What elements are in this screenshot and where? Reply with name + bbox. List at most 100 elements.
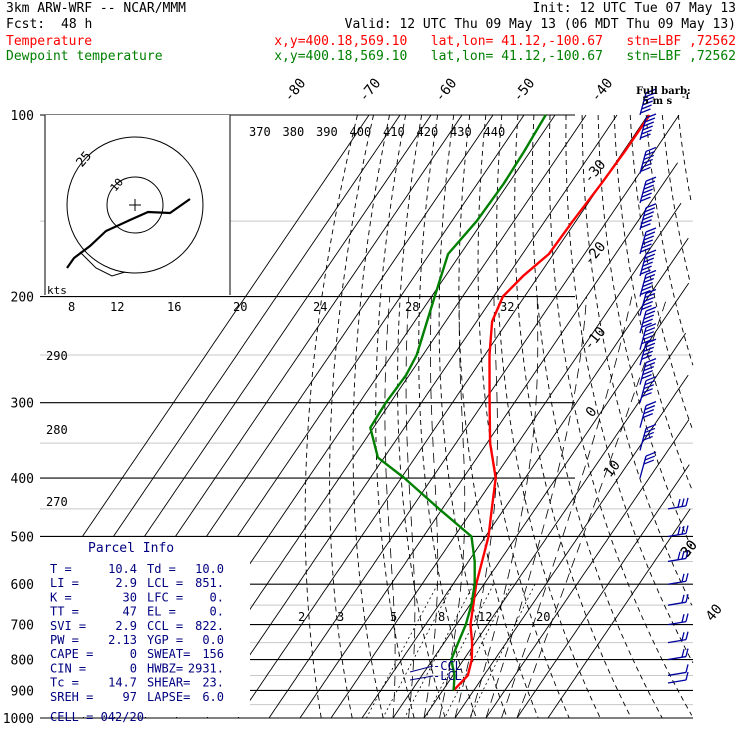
hodograph-ring-inner: [106, 176, 164, 234]
wind-barb: [639, 146, 657, 174]
wind-barb-flag: [643, 431, 655, 438]
wind-barb-flag: [641, 265, 652, 271]
parcel-row-value: 10.0: [195, 562, 224, 576]
wind-barb-flag: [685, 550, 689, 559]
wind-barb-flag: [642, 388, 653, 394]
wind-barb-staff: [667, 505, 687, 510]
wind-barb-flag: [641, 104, 652, 110]
wind-barb: [639, 451, 657, 479]
dry-adiabat: [581, 114, 693, 606]
isotherm-line: [361, 237, 689, 719]
lcl-pointer: [409, 675, 434, 681]
wind-barb-flag: [644, 150, 656, 157]
wind-barb: [639, 113, 657, 141]
wind-barb-flag: [641, 322, 652, 328]
isotherm-line: [516, 464, 690, 719]
pressure-label-500: 500: [11, 530, 34, 545]
temperature-location: x,y=400.18,569.10 lat,lon= 41.12,-100.67…: [274, 34, 736, 49]
wind-barb-flag: [644, 362, 656, 368]
wind-barb: [667, 497, 689, 510]
wind-barb-flag: [645, 376, 657, 382]
mixing-ratio-label: 12: [110, 300, 124, 314]
pressure-label-600: 600: [11, 578, 34, 593]
dewpoint-trace: [369, 114, 547, 691]
dry-adiabat: [531, 114, 663, 719]
wind-barb-flag: [640, 196, 651, 202]
dry-adiabat: [597, 114, 692, 547]
wind-barb: [639, 323, 657, 350]
parcel-row-label: LFC =: [147, 590, 183, 604]
theta-label: 390: [316, 125, 338, 139]
dry-adiabat: [613, 114, 693, 491]
wind-barb-flag: [644, 292, 656, 299]
theta-label: 370: [249, 125, 271, 139]
wind-barb-flag: [644, 253, 656, 259]
parcel-row-value: 0.0: [202, 633, 224, 647]
theta-side-label: 270: [46, 495, 68, 509]
dry-adiabat: [629, 114, 693, 428]
wind-barb-flag: [643, 96, 655, 102]
parcel-row-value: 30: [123, 590, 137, 604]
wind-barb-flag: [643, 459, 655, 465]
mixing-ratio-label: 32: [500, 300, 514, 314]
wind-barb: [667, 631, 689, 644]
parcel-row-label: LAPSE=: [147, 690, 190, 704]
mixing-ratio-line: [382, 584, 454, 719]
wind-barb-flag: [645, 423, 657, 430]
parcel-row-value: 14.7: [108, 676, 137, 690]
wind-barb: [667, 613, 689, 626]
wind-barb-flag: [644, 231, 656, 237]
wind-barb-flag: [641, 192, 652, 198]
wind-barb-flag: [681, 498, 685, 507]
temperature-trace: [452, 114, 651, 692]
wind-barb-flag: [643, 409, 655, 415]
dry-adiabat: [329, 114, 374, 719]
parcel-row-label: LI =: [50, 576, 79, 590]
wind-barb: [667, 671, 689, 684]
mixing-ratio-label: 24: [313, 300, 327, 314]
pressure-label-200: 200: [11, 291, 34, 306]
wind-barb-flag: [643, 277, 655, 284]
wind-barb-staff: [667, 580, 687, 585]
wind-barb-flag: [645, 113, 657, 119]
pressure-label-400: 400: [11, 472, 34, 487]
isotherm-line: [423, 332, 687, 719]
pressure-label-1000: 1000: [3, 712, 34, 727]
parcel-row-value: 0: [130, 661, 137, 675]
parcel-row-value: 10.4: [108, 562, 137, 576]
wind-barb-flag: [644, 405, 656, 411]
theta-label: 430: [450, 125, 472, 139]
parcel-row-label: SWEAT=: [147, 647, 190, 661]
parcel-row-label: CIN =: [50, 661, 86, 675]
wind-barb-flag: [643, 184, 655, 190]
wind-barb-flag: [681, 632, 685, 641]
wind-barb-flag: [685, 631, 689, 640]
wind-barb-flag: [641, 374, 652, 380]
wind-barb-flag: [643, 235, 655, 241]
wind-barb: [639, 88, 657, 116]
isotherm-label-right: 40: [703, 601, 726, 624]
wind-barb-flag: [642, 281, 653, 288]
theta-side-label: 290: [46, 349, 68, 363]
mixing-ratio-label: 20: [233, 300, 247, 314]
wind-barb-flag: [644, 455, 656, 461]
wind-barb: [667, 648, 689, 661]
parcel-row-value: 851.: [195, 576, 224, 590]
wind-barb-flag: [642, 239, 653, 245]
wind-barb-flag: [681, 649, 685, 658]
lcl-label: -LCL: [433, 669, 462, 683]
parcel-row-value: 0: [130, 647, 137, 661]
wind-barb-flag: [644, 180, 656, 186]
wind-barb: [639, 306, 657, 334]
isotherm-label-right: 30: [678, 537, 701, 560]
hodograph-ring-outer: [66, 136, 204, 274]
mixing-ratio-label: 16: [167, 300, 181, 314]
parcel-row-value: 2.13: [108, 633, 137, 647]
dry-adiabat: [477, 114, 570, 719]
hodograph-trace: [66, 198, 191, 269]
wind-barb-flag: [642, 300, 653, 307]
dry-adiabat: [458, 114, 539, 719]
wind-barb-flag: [644, 273, 656, 280]
